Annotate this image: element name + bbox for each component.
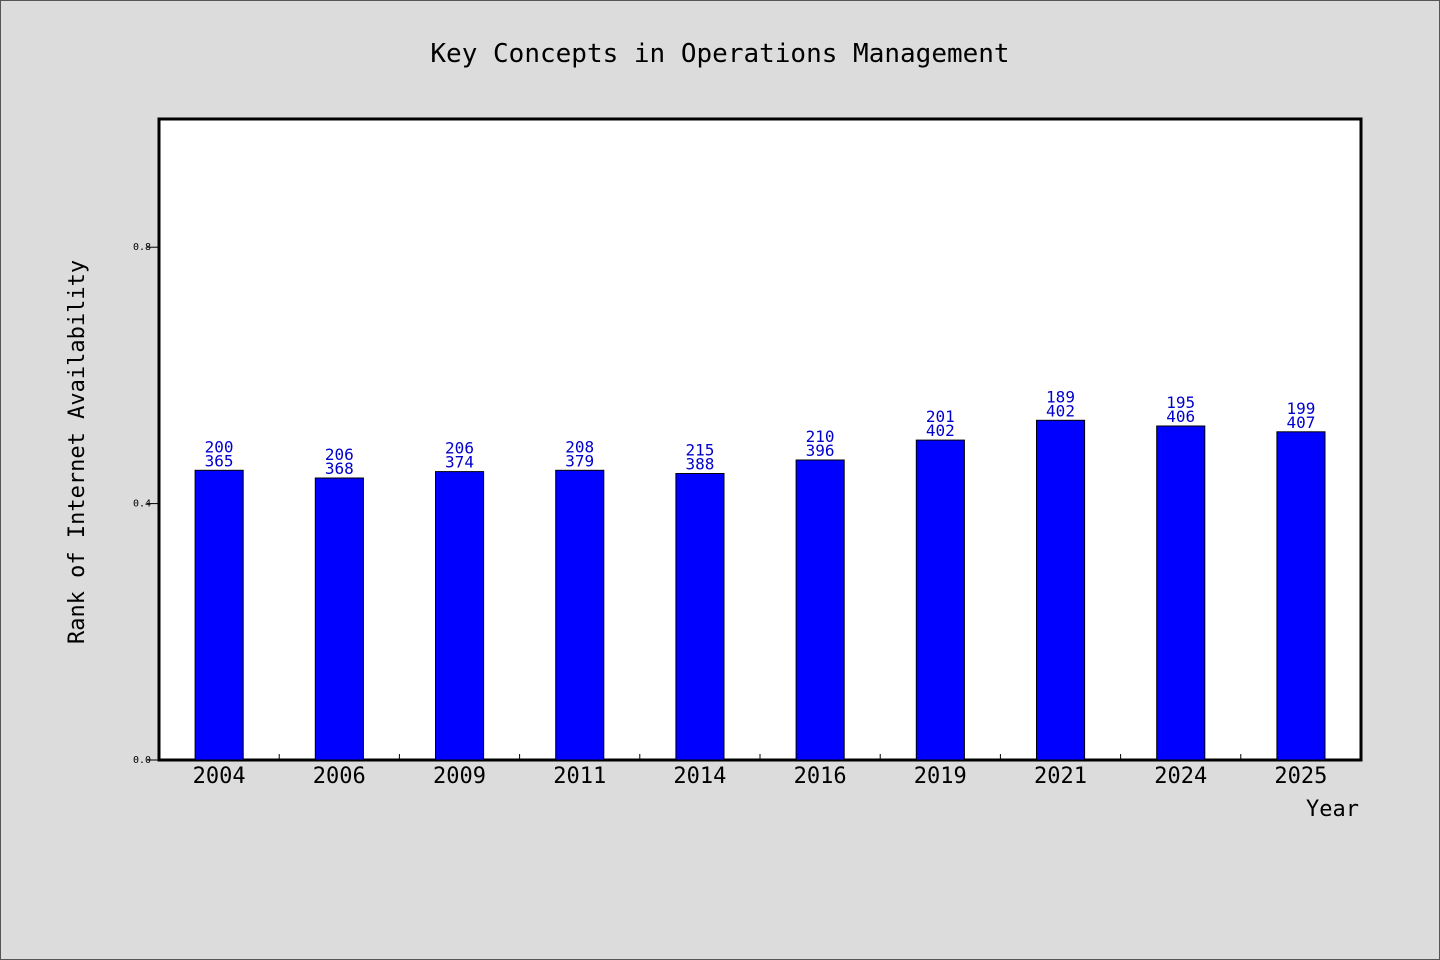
data-label-2019-2: 402 [926, 421, 955, 440]
bar-2025 [1276, 431, 1326, 761]
y-tick-label-0.4: 0.4 [133, 499, 151, 510]
x-tick-label-2006: 2006 [313, 764, 366, 789]
data-label-2024-1: 195 [1166, 393, 1195, 412]
data-label-2011-2: 379 [565, 451, 594, 470]
data-label-2014-2: 388 [685, 455, 714, 474]
x-axis-label: Year [1306, 797, 1359, 822]
data-label-2021-1: 189 [1046, 387, 1075, 406]
y-axis-label: Rank of Internet Availability [65, 260, 90, 644]
y-tick-label-0.8: 0.8 [133, 242, 151, 253]
x-tick-label-2009: 2009 [433, 764, 486, 789]
y-axis-ticks: 0.0 0.4 0.8 [133, 242, 159, 766]
y-tick-label-0.0: 0.0 [133, 755, 151, 766]
bar-2006 [314, 477, 364, 761]
data-label-2009-1: 206 [445, 439, 474, 458]
data-label-2019-1: 201 [926, 407, 955, 426]
bar-2024 [1156, 425, 1206, 761]
data-label-2016-2: 396 [806, 441, 835, 460]
x-tick-label-2025: 2025 [1274, 764, 1327, 789]
data-label-2011-1: 208 [565, 437, 594, 456]
data-label-2021-2: 402 [1046, 401, 1075, 420]
bar-2021 [1036, 419, 1086, 761]
data-label-2004-1: 200 [205, 437, 234, 456]
data-label-2014-1: 215 [685, 441, 714, 460]
x-tick-label-2024: 2024 [1154, 764, 1207, 789]
data-label-2025-2: 407 [1286, 413, 1315, 432]
bar-2004 [194, 469, 244, 761]
x-axis-ticks: 2004 2006 2009 2011 2014 2016 2019 2021 2024 2025 [193, 754, 1327, 789]
bar-2009 [435, 471, 485, 761]
bar-2011 [555, 469, 605, 761]
data-label-2006-1: 206 [325, 445, 354, 464]
data-label-2024-2: 406 [1166, 407, 1195, 426]
data-label-2025-1: 199 [1286, 399, 1315, 418]
x-tick-label-2004: 2004 [193, 764, 246, 789]
x-tick-label-2011: 2011 [553, 764, 606, 789]
x-tick-label-2021: 2021 [1034, 764, 1087, 789]
data-label-2016-1: 210 [806, 427, 835, 446]
data-label-2006-2: 368 [325, 459, 354, 478]
bar-2016 [795, 459, 845, 761]
x-tick-label-2014: 2014 [673, 764, 726, 789]
bar-2014 [675, 473, 725, 761]
bars-group [194, 419, 1326, 761]
bar-2019 [915, 439, 965, 761]
chart-title: Key Concepts in Operations Management [430, 39, 1009, 69]
x-tick-label-2019: 2019 [914, 764, 967, 789]
data-label-2009-2: 374 [445, 453, 474, 472]
x-tick-label-2016: 2016 [794, 764, 847, 789]
data-label-2004-2: 365 [205, 451, 234, 470]
